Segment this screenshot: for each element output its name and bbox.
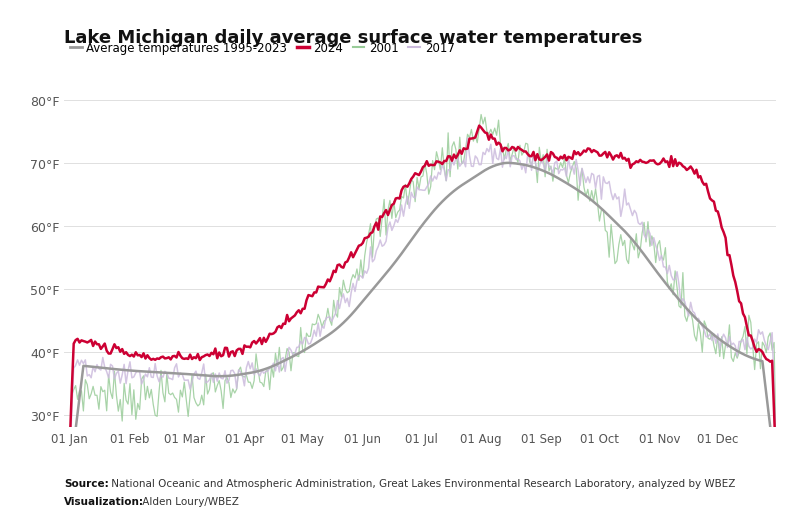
Text: Visualization:: Visualization: — [64, 496, 144, 506]
Text: Source:: Source: — [64, 478, 109, 489]
Text: Alden Loury/WBEZ: Alden Loury/WBEZ — [139, 496, 239, 506]
Text: Lake Michigan daily average surface water temperatures: Lake Michigan daily average surface wate… — [64, 29, 642, 47]
Legend: Average temperatures 1995-2023, 2024, 2001, 2017: Average temperatures 1995-2023, 2024, 20… — [70, 42, 454, 55]
Text: National Oceanic and Atmospheric Administration, Great Lakes Environmental Resea: National Oceanic and Atmospheric Adminis… — [108, 478, 735, 489]
